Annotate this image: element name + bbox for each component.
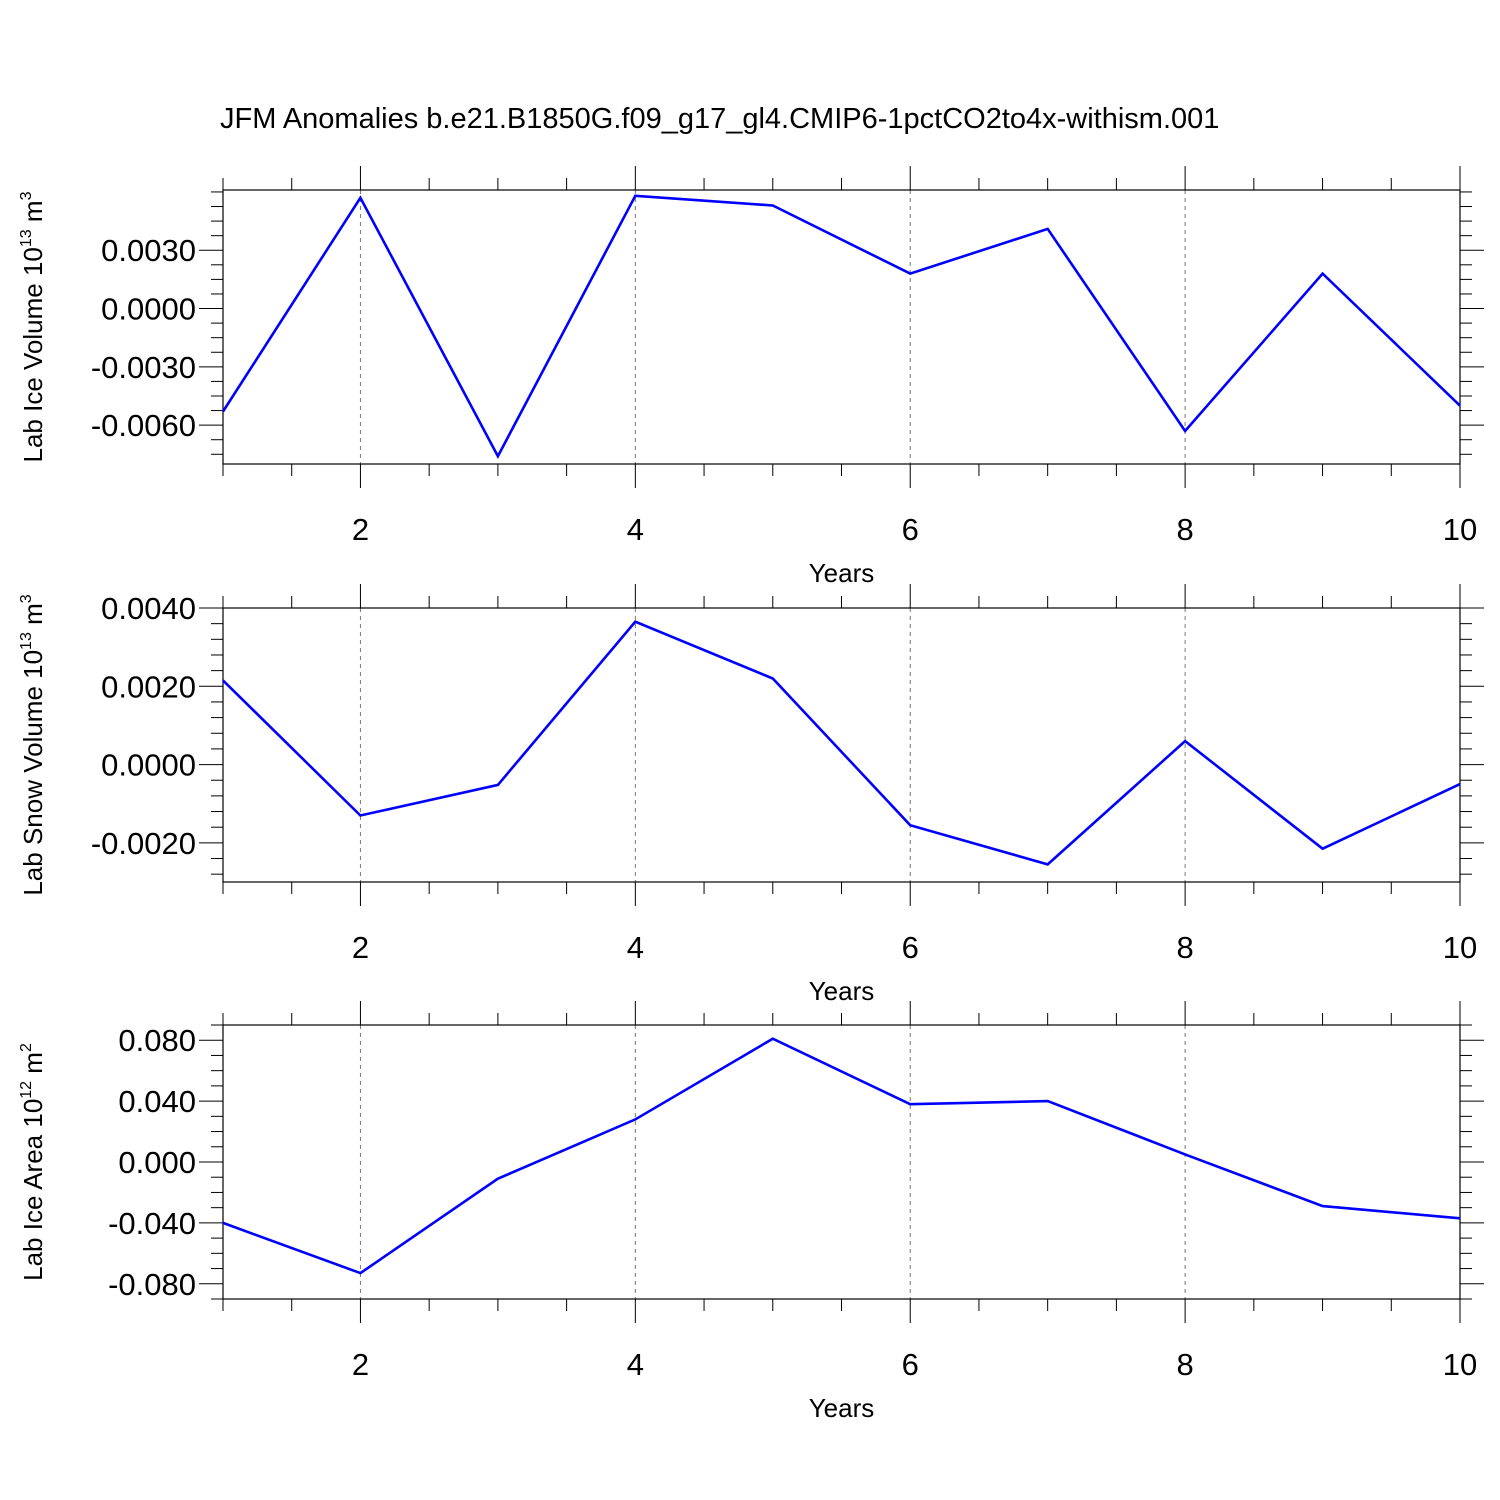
x-tick-label: 4	[627, 930, 644, 965]
series-line	[222, 620, 1461, 866]
y-axis-label-exponent: 13	[18, 632, 35, 650]
y-axis-label-exponent: 12	[18, 1081, 35, 1099]
panel-2: -0.0020 0.0000 0.0020 0.0040 2 4 6 8 10 Years Lab …	[18, 584, 1484, 1006]
y-tick-label: 0.040	[118, 1084, 196, 1119]
series-line	[221, 194, 1461, 459]
panel-1: -0.0060 -0.0030 0.0000 0.0030 2 4 6 8 10 Years Lab…	[18, 166, 1484, 588]
x-axis-label: Years	[809, 558, 875, 588]
x-tick-label: 10	[1443, 930, 1477, 965]
y-axis-label-exponent: 13	[18, 229, 35, 247]
y-tick-label: -0.040	[108, 1206, 196, 1241]
x-tick-label: 10	[1443, 1347, 1477, 1382]
y-tick-label: -0.080	[108, 1267, 196, 1302]
x-tick-label: 4	[627, 512, 644, 547]
y-tick-label: 0.0040	[101, 591, 196, 626]
y-axis-label-text: Lab Snow Volume 10	[18, 650, 48, 896]
y-axis-label: Lab Ice Area 1012 m2	[18, 1043, 48, 1281]
y-axis-label-unit-exponent: 2	[18, 1043, 35, 1052]
x-axis-label: Years	[809, 976, 875, 1006]
x-tick-label: 4	[627, 1347, 644, 1382]
y-tick-label: -0.0020	[91, 826, 196, 861]
plot-frame	[222, 607, 1461, 883]
y-axis-label-unit: m	[18, 200, 48, 229]
y-tick-label: 0.0020	[101, 669, 196, 704]
panels: -0.0060 -0.0030 0.0000 0.0030 2 4 6 8 10 Years Lab…	[18, 166, 1484, 1423]
plot-frame	[222, 189, 1461, 465]
x-tick-label: 2	[352, 512, 369, 547]
y-tick-label: 0.0030	[101, 233, 196, 268]
y-axis-label-text: Lab Ice Volume 10	[18, 247, 48, 462]
y-tick-label: 0.080	[118, 1023, 196, 1058]
x-tick-label: 2	[352, 930, 369, 965]
x-tick-label: 10	[1443, 512, 1477, 547]
y-axis-label-unit-exponent: 3	[18, 191, 35, 200]
y-axis-label: Lab Ice Volume 1013 m3	[18, 191, 48, 462]
y-tick-label: -0.0060	[91, 408, 196, 443]
chart-title: JFM Anomalies b.e21.B1850G.f09_g17_gl4.C…	[220, 103, 1219, 135]
y-tick-label: 0.000	[118, 1145, 196, 1180]
x-tick-label: 6	[902, 1347, 919, 1382]
series-line	[222, 1037, 1461, 1275]
y-axis-label-text: Lab Ice Area 10	[18, 1099, 48, 1281]
y-axis-label-unit: m	[18, 1052, 48, 1081]
y-tick-label: 0.0000	[101, 748, 196, 783]
x-tick-label: 8	[1176, 512, 1193, 547]
x-tick-label: 8	[1176, 1347, 1193, 1382]
plot-frame	[222, 1024, 1461, 1300]
x-tick-label: 8	[1176, 930, 1193, 965]
y-axis-label-unit-exponent: 3	[18, 594, 35, 603]
y-axis-label: Lab Snow Volume 1013 m3	[18, 594, 48, 895]
x-tick-label: 6	[902, 512, 919, 547]
panel-3: -0.080 -0.040 0.000 0.040 0.080 2 4 6 8 10 Years La…	[18, 1001, 1484, 1423]
x-axis-label: Years	[809, 1393, 875, 1423]
y-axis-label-unit: m	[18, 603, 48, 632]
y-tick-label: -0.0030	[91, 350, 196, 385]
y-tick-label: 0.0000	[101, 292, 196, 327]
x-tick-label: 6	[902, 930, 919, 965]
x-tick-label: 2	[352, 1347, 369, 1382]
